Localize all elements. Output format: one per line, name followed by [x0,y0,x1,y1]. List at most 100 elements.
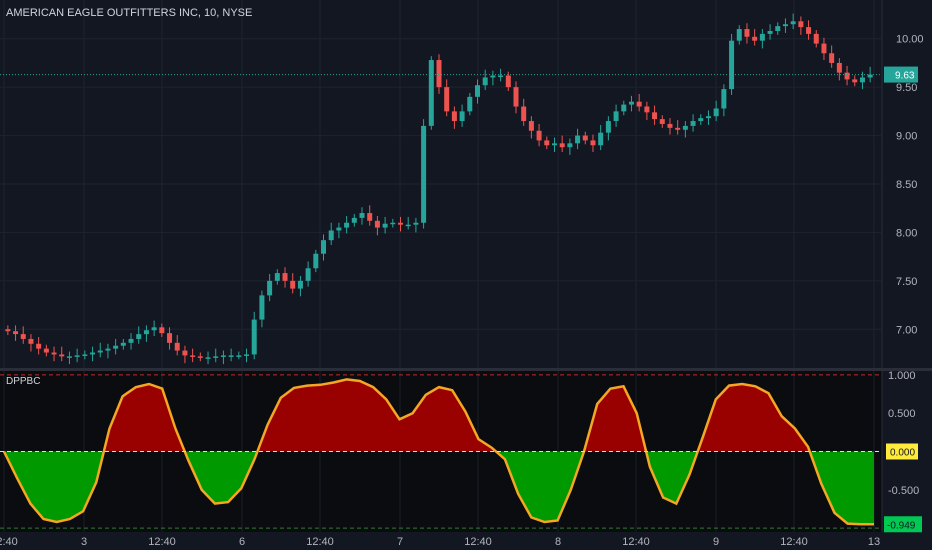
candle-body [782,24,788,27]
candle-body [628,101,634,105]
candle-body [729,40,735,90]
candle-body [82,354,88,356]
last-price-text: 9.63 [895,71,915,82]
candle-body [43,348,49,353]
candle-body [513,87,519,107]
candle-body [313,253,319,269]
candle-body [829,53,835,63]
candle-body [521,106,527,122]
candle-body [174,342,180,351]
candle-body [105,348,111,351]
candle-body [190,355,196,357]
candle-body [159,327,165,334]
candle-body [66,356,72,358]
candle-body [328,230,334,241]
candle-body [736,29,742,41]
candle-body [390,222,396,225]
candle-body [197,356,203,358]
time-tick-label: 12:40 [464,536,492,548]
candle-body [205,357,211,359]
candle-body [775,26,781,31]
candle-body [290,280,296,289]
candle-body [705,116,711,119]
indicator-tick-label: 0.500 [888,408,916,420]
candle-body [467,96,473,112]
candle-body [151,327,157,331]
candle-body [267,280,273,296]
candle-body [575,135,581,144]
candle-body [274,273,280,281]
candle-body [336,227,342,231]
candle-body [444,87,450,112]
time-tick-label: 6 [239,536,245,548]
candle-body [836,62,842,73]
price-tick-label: 7.50 [896,276,917,288]
candle-body [51,352,57,355]
candle-body [605,121,611,133]
candle-body [798,21,804,28]
candle-body [652,112,658,120]
area-below-zero [4,451,874,525]
candle-body [859,77,865,83]
candle-body [659,119,665,124]
time-tick-label: 8 [555,536,561,548]
candle-body [675,127,681,130]
candle-body [790,21,796,25]
candle-body [113,345,119,349]
candle-body [282,273,288,281]
indicator-last-tag [884,516,922,533]
indicator-tick-label: 1.000 [888,370,916,382]
candle-body [120,342,126,346]
candle-body [459,111,465,122]
candle-body [582,135,588,141]
indicator-tick-label: -0.500 [888,485,919,497]
candle-body [490,75,496,78]
time-tick-label: 12:40 [148,536,176,548]
candle-body [867,74,873,78]
candle-body [636,101,642,107]
candle-body [421,125,427,223]
indicator-title: DPPBC [6,376,40,387]
time-tick-label: 12:40 [306,536,334,548]
candle-body [821,43,827,54]
candle-body [228,355,234,357]
candle-body [20,334,26,339]
price-tick-label: 8.50 [896,179,917,191]
candle-body [567,143,573,148]
axes: 10.00 9.50 9.00 8.50 8.00 7.50 7.00 9.63 1.000 0.… [0,34,924,548]
candle-body [236,355,242,357]
candle-body [74,355,80,357]
candle-body [590,140,596,146]
candle-body [806,27,812,34]
candle-body [344,222,350,228]
candle-body [220,355,226,357]
price-tick-label: 7.00 [896,324,917,336]
candle-body [136,334,142,339]
candle-body [128,338,134,343]
candle-body [428,60,434,126]
candle-body [305,268,311,281]
candle-body [598,132,604,146]
candle-body [90,352,96,355]
candle-body [251,319,257,355]
grid-lines [0,0,932,532]
time-tick-label: 12:40 [622,536,650,548]
last-price-tag [884,66,918,83]
price-tick-label: 10.00 [896,34,924,46]
candle-body [551,143,557,146]
candle-body [767,30,773,34]
price-tick-label: 9.00 [896,131,917,143]
candle-body [59,354,65,357]
candle-body [698,118,704,122]
time-tick-label: 9 [713,536,719,548]
candle-body [36,343,42,349]
candle-body [621,104,627,112]
price-tick-label: 9.50 [896,82,917,94]
candle-body [613,111,619,122]
candle-body [259,295,265,320]
candle-body [644,106,650,113]
candle-body [351,217,357,223]
candle-body [852,79,858,83]
candle-body [5,329,11,332]
candle-body [713,108,719,117]
